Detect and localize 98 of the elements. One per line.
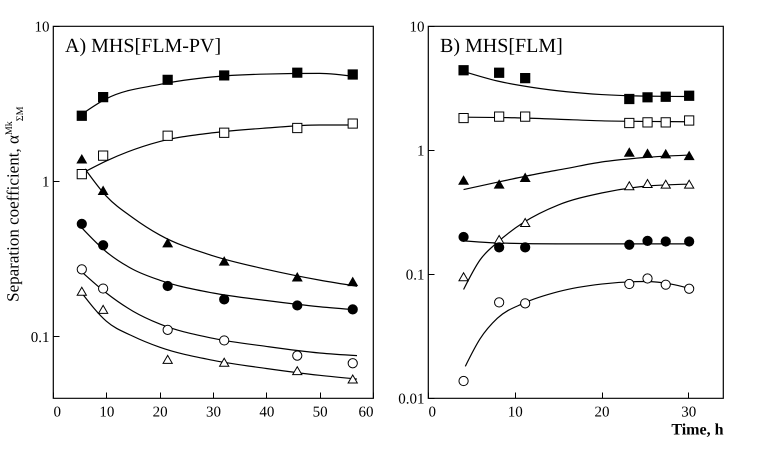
x-tick-label: 30 bbox=[681, 404, 696, 420]
point bbox=[162, 238, 173, 248]
point bbox=[76, 218, 87, 230]
point bbox=[684, 151, 694, 160]
point bbox=[458, 112, 469, 124]
point bbox=[76, 264, 87, 274]
point bbox=[348, 358, 358, 368]
point bbox=[98, 240, 108, 250]
x-tick-label: 10 bbox=[99, 404, 114, 420]
point bbox=[660, 236, 671, 247]
x-tick-label: 40 bbox=[259, 404, 274, 420]
point bbox=[624, 118, 634, 128]
point bbox=[520, 111, 530, 122]
point bbox=[76, 154, 87, 164]
point bbox=[684, 180, 694, 189]
point bbox=[642, 117, 653, 128]
point bbox=[624, 240, 634, 250]
point bbox=[162, 74, 173, 85]
point bbox=[76, 110, 87, 121]
chart-title: A) MHS[FLM-PV] bbox=[65, 35, 222, 57]
point bbox=[292, 300, 302, 311]
point bbox=[624, 148, 634, 157]
point bbox=[642, 148, 653, 158]
point bbox=[162, 354, 173, 364]
point bbox=[292, 122, 302, 134]
point bbox=[98, 304, 108, 314]
point bbox=[219, 358, 230, 367]
point bbox=[219, 335, 230, 346]
y-tick-label: 1 bbox=[417, 144, 424, 160]
point bbox=[348, 118, 358, 129]
x-tick-label: 30 bbox=[206, 404, 221, 420]
y-tick-label: 10 bbox=[410, 20, 424, 36]
point bbox=[520, 298, 530, 308]
chart-title: B) MHS[FLM] bbox=[440, 35, 563, 57]
y-tick-label: 0.1 bbox=[406, 268, 424, 284]
point bbox=[162, 280, 173, 292]
y-tick-label: 0.01 bbox=[398, 392, 424, 408]
point bbox=[684, 115, 694, 126]
point bbox=[642, 92, 653, 102]
point bbox=[624, 278, 634, 290]
point bbox=[494, 242, 504, 252]
point bbox=[98, 150, 108, 161]
point bbox=[348, 374, 358, 384]
y-tick-label: 10 bbox=[34, 20, 50, 36]
point bbox=[660, 149, 671, 158]
point bbox=[494, 111, 504, 122]
point bbox=[494, 297, 504, 308]
point bbox=[348, 277, 358, 286]
point bbox=[660, 280, 671, 290]
point bbox=[219, 294, 230, 304]
point bbox=[684, 236, 694, 247]
point bbox=[292, 68, 302, 78]
x-tick-label: 50 bbox=[312, 404, 328, 420]
point bbox=[458, 232, 469, 242]
y-tick-label: 0.1 bbox=[30, 330, 50, 346]
point bbox=[76, 168, 87, 180]
point bbox=[458, 65, 469, 76]
point bbox=[76, 286, 87, 296]
point bbox=[348, 69, 358, 80]
point bbox=[162, 130, 173, 141]
x-tick-label: 20 bbox=[594, 404, 610, 420]
point bbox=[458, 272, 469, 282]
point bbox=[520, 242, 530, 252]
point bbox=[660, 117, 671, 128]
point bbox=[219, 128, 230, 138]
point bbox=[458, 176, 469, 185]
point bbox=[624, 94, 634, 104]
point bbox=[458, 376, 469, 386]
point bbox=[98, 283, 108, 294]
y-tick-label: 1 bbox=[42, 174, 50, 191]
point bbox=[520, 173, 530, 182]
x-axis-title: Time, h bbox=[671, 422, 724, 438]
point bbox=[98, 92, 108, 102]
point bbox=[494, 180, 504, 189]
point bbox=[520, 218, 530, 228]
point bbox=[684, 284, 694, 294]
point bbox=[642, 178, 653, 188]
point bbox=[660, 180, 671, 189]
point bbox=[494, 68, 504, 78]
point bbox=[162, 324, 173, 335]
x-tick-label: 0 bbox=[428, 404, 436, 420]
point bbox=[624, 181, 634, 190]
point bbox=[292, 366, 302, 376]
point bbox=[660, 92, 671, 102]
point bbox=[642, 273, 653, 284]
point bbox=[219, 70, 230, 81]
point bbox=[520, 72, 530, 84]
point bbox=[292, 350, 302, 361]
point bbox=[219, 256, 230, 266]
x-tick-label: 0 bbox=[54, 404, 61, 420]
point bbox=[292, 272, 302, 282]
point bbox=[348, 304, 358, 314]
x-tick-label: 60 bbox=[358, 404, 374, 420]
point bbox=[642, 236, 653, 246]
point bbox=[684, 90, 694, 101]
point bbox=[98, 186, 108, 196]
x-tick-label: 20 bbox=[152, 404, 168, 420]
x-tick-label: 10 bbox=[508, 404, 523, 420]
